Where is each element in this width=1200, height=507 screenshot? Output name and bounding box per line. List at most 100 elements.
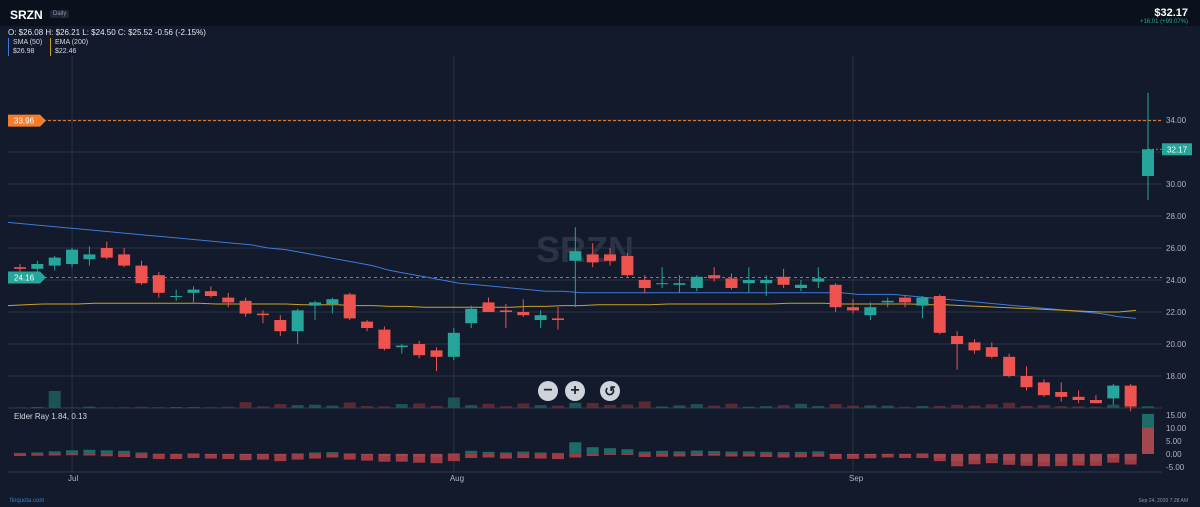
candle-body: [534, 315, 547, 320]
ema-legend: EMA (200) $22.46: [50, 38, 88, 56]
price-tick-label: 18.00: [1166, 372, 1187, 381]
elder-bear-bar: [569, 453, 582, 458]
candle-body: [395, 345, 408, 348]
candle: [1055, 382, 1068, 402]
volume-bar: [586, 403, 599, 408]
elder-bear-bar: [846, 453, 859, 459]
candle-body: [933, 296, 946, 333]
volume-bar: [604, 404, 617, 408]
elder-bear-bar: [517, 453, 530, 459]
elder-bear-bar: [204, 453, 217, 459]
elder-bull-bar: [725, 451, 738, 454]
elder-bull-bar: [118, 450, 131, 454]
sma-label: SMA (50): [13, 39, 43, 46]
sma-value: $26.98: [13, 48, 35, 55]
elder-tick-label: 0.00: [1166, 450, 1182, 459]
ticker-symbol: SRZN: [10, 8, 43, 22]
volume-bar: [985, 404, 998, 408]
elder-bear-bar: [1089, 453, 1102, 466]
volume-bar: [66, 407, 79, 408]
time-tick-label: Jul: [68, 474, 78, 483]
candle: [916, 296, 929, 319]
candle: [812, 267, 825, 288]
candle: [1142, 92, 1154, 200]
candle: [343, 292, 356, 320]
candle-body: [1003, 356, 1016, 376]
candle: [378, 326, 391, 351]
candle: [447, 328, 460, 360]
candle-body: [239, 300, 252, 314]
candle: [985, 342, 998, 359]
elder-bear-bar: [725, 453, 738, 457]
zoom-in-button[interactable]: +: [565, 381, 585, 401]
candle-body: [465, 308, 478, 324]
volume-bar: [1055, 406, 1068, 408]
elder-bear-bar: [31, 453, 44, 456]
volume-bar: [794, 403, 807, 408]
elder-bull-bar: [499, 452, 512, 454]
candle-body: [1107, 385, 1120, 399]
elder-bull-bar: [638, 451, 651, 454]
volume-bar: [951, 404, 964, 408]
elder-bear-bar: [83, 453, 96, 456]
elder-bear-bar: [309, 453, 322, 459]
candle: [846, 299, 859, 314]
elder-bear-bar: [1055, 453, 1068, 467]
elder-bear-bar: [499, 453, 512, 459]
reset-zoom-button[interactable]: ↺: [600, 381, 620, 401]
volume-bar: [291, 405, 304, 408]
volume-bar: [725, 403, 738, 408]
zoom-out-button[interactable]: −: [538, 381, 558, 401]
candle-body: [378, 329, 391, 349]
elder-bear-bar: [14, 453, 26, 456]
candle-body: [361, 321, 374, 328]
elder-bear-bar: [1107, 453, 1120, 463]
candle: [829, 283, 842, 312]
candle: [673, 275, 686, 293]
candle: [690, 275, 703, 292]
elder-bear-bar: [465, 453, 478, 459]
volume-bar: [708, 405, 721, 408]
elder-bear-bar: [812, 453, 825, 457]
price-tick-label: 30.00: [1166, 180, 1187, 189]
timeframe-badge[interactable]: Daily: [50, 10, 70, 18]
candle-body: [83, 254, 96, 260]
elder-bear-bar: [864, 453, 877, 459]
volume-bar: [309, 404, 322, 408]
elder-bear-bar: [794, 453, 807, 458]
elder-bull-bar: [760, 451, 773, 454]
candle-body: [291, 310, 304, 332]
volume-bar: [864, 405, 877, 408]
elder-bear-bar: [291, 453, 304, 460]
volume-bar: [378, 406, 391, 408]
elder-bear-bar: [274, 453, 287, 462]
ema-value: $22.46: [55, 48, 77, 55]
watermark: SRZN: [536, 229, 634, 270]
volume-bar: [499, 406, 512, 408]
candle: [794, 280, 807, 292]
elder-bear-bar: [482, 453, 495, 458]
candle: [656, 267, 669, 288]
candle-body: [569, 251, 582, 261]
candle-body: [673, 283, 686, 285]
volume-bar: [430, 405, 443, 408]
source-link[interactable]: finquota.com: [10, 498, 45, 504]
volume-bar: [1003, 402, 1016, 408]
elder-bear-bar: [343, 453, 356, 460]
candle-body: [1142, 149, 1154, 176]
volume-bar: [222, 406, 235, 408]
volume-bar: [1020, 405, 1033, 408]
candle-body: [951, 336, 964, 344]
volume-bar: [760, 406, 773, 408]
current-price: $32.17: [1154, 7, 1188, 19]
candle-body: [343, 294, 356, 319]
candle: [413, 340, 426, 359]
candle-body: [430, 350, 443, 357]
candle: [152, 272, 165, 298]
elder-bull-bar: [517, 451, 530, 454]
candle: [569, 227, 582, 308]
elder-bear-bar: [187, 453, 200, 459]
candle: [239, 297, 252, 317]
elder-bear-bar: [66, 453, 79, 456]
